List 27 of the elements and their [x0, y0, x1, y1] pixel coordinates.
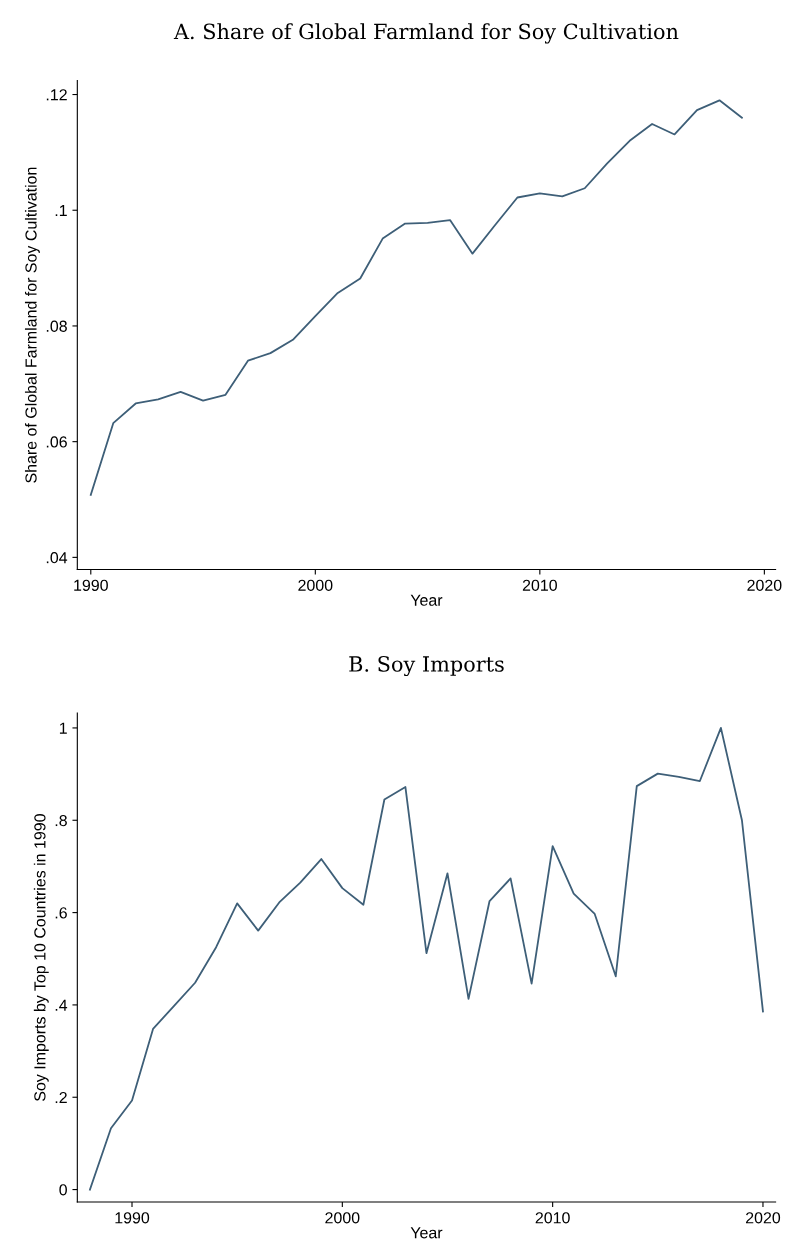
y-tick-label: .04 [46, 552, 68, 564]
y-tick-label: .8 [55, 814, 67, 827]
x-axis-title: Year [410, 1227, 443, 1239]
x-tick-label: 2010 [535, 1212, 570, 1224]
chart-title: A. Share of Global Farmland for Soy Cultivation [173, 23, 679, 44]
y-tick-label: .4 [55, 999, 68, 1011]
line-series [89, 727, 764, 1191]
y-tick-label: .2 [55, 1091, 67, 1104]
y-tick-label: 1 [59, 722, 67, 734]
x-tick-label: 2000 [325, 1212, 360, 1224]
x-tick-label: 2020 [746, 1212, 781, 1224]
y-tick-label: 0 [59, 1184, 67, 1196]
y-tick-label: .06 [46, 436, 67, 448]
x-axis-title: Year [410, 594, 443, 606]
x-tick-label: 1990 [74, 579, 108, 591]
y-tick-label: .08 [46, 320, 67, 332]
y-tick-label: .12 [46, 89, 67, 101]
chart-title: B. Soy Imports [349, 656, 504, 677]
y-tick-label: .6 [55, 907, 67, 919]
y-axis-title: Soy Imports by Top 10 Countries in 1990 [33, 814, 49, 1101]
line-series [89, 99, 743, 496]
x-tick-label: 2000 [298, 579, 333, 591]
x-tick-label: 2020 [747, 579, 782, 591]
x-tick-label: 2010 [522, 579, 557, 591]
y-axis-title: Share of Global Farmland for Soy Cultivation [24, 167, 40, 483]
y-tick-label: .1 [55, 205, 67, 217]
x-tick-label: 1990 [115, 1212, 150, 1224]
